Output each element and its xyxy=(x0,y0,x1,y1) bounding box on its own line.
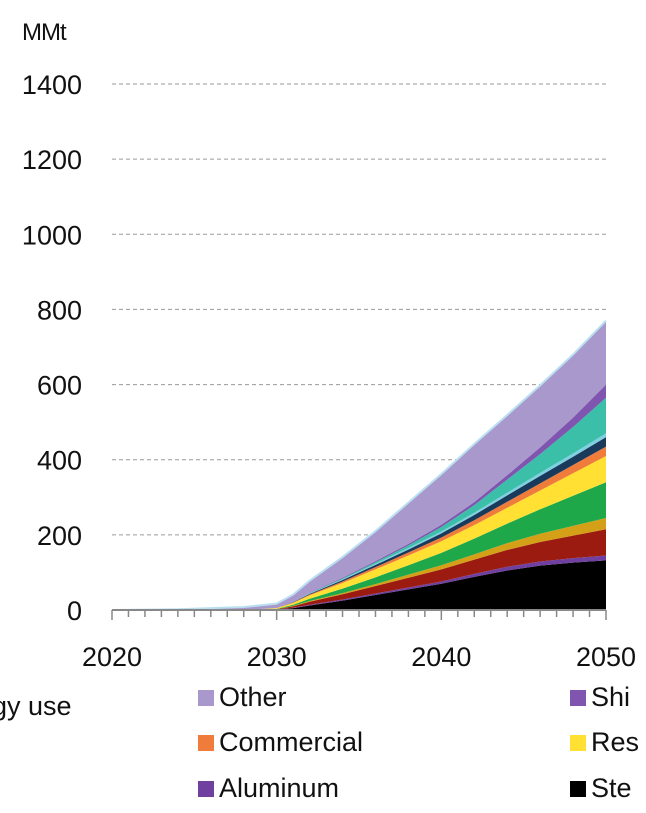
area-other xyxy=(112,320,606,610)
legend-label-res: Res xyxy=(591,727,639,757)
legend-label-other: Other xyxy=(219,682,287,712)
y-tick-label-800: 800 xyxy=(37,295,82,325)
gridlines xyxy=(112,83,606,536)
legend-swatch-other xyxy=(198,690,214,706)
y-axis-unit-label: MMt xyxy=(22,19,67,46)
y-tick-label-400: 400 xyxy=(37,446,82,476)
y-tick-label-1400: 1400 xyxy=(22,70,82,100)
y-tick-label-1000: 1000 xyxy=(22,220,82,250)
area-series-group xyxy=(111,320,607,611)
y-tick-label-200: 200 xyxy=(37,521,82,551)
x-tick-label-2020: 2020 xyxy=(82,642,142,672)
legend-label-aluminum: Aluminum xyxy=(219,773,339,803)
area-series-2 xyxy=(112,529,606,610)
x-tick-label-2030: 2030 xyxy=(247,642,307,672)
area-res xyxy=(112,455,606,610)
area-aluminum xyxy=(112,555,606,610)
legend-partial-label: gy use xyxy=(0,691,72,721)
y-tick-label-600: 600 xyxy=(37,371,82,401)
axes xyxy=(111,609,607,620)
area-ste xyxy=(112,560,606,610)
y-tick-labels: 0 200 400 600 800 1000 1200 1400 xyxy=(22,70,82,626)
legend-swatch-res xyxy=(570,735,586,751)
area-series-4 xyxy=(112,482,606,610)
y-tick-label-1200: 1200 xyxy=(22,145,82,175)
legend-swatch-aluminum xyxy=(198,781,214,797)
x-tick-label-2050: 2050 xyxy=(576,642,636,672)
legend-label-ste: Ste xyxy=(591,773,632,803)
x-tick-label-2040: 2040 xyxy=(411,642,471,672)
legend-swatch-ste xyxy=(570,781,586,797)
x-tick-labels: 2020 2030 2040 2050 xyxy=(82,642,636,672)
legend: gy use Other Shi Commercial Res Aluminum Ste xyxy=(0,682,639,803)
legend-swatch-commercial xyxy=(198,735,214,751)
legend-label-commercial: Commercial xyxy=(219,727,363,757)
total-outline xyxy=(111,320,607,611)
legend-label-shi: Shi xyxy=(591,682,630,712)
y-tick-label-0: 0 xyxy=(67,596,82,626)
legend-swatch-shi xyxy=(570,690,586,706)
